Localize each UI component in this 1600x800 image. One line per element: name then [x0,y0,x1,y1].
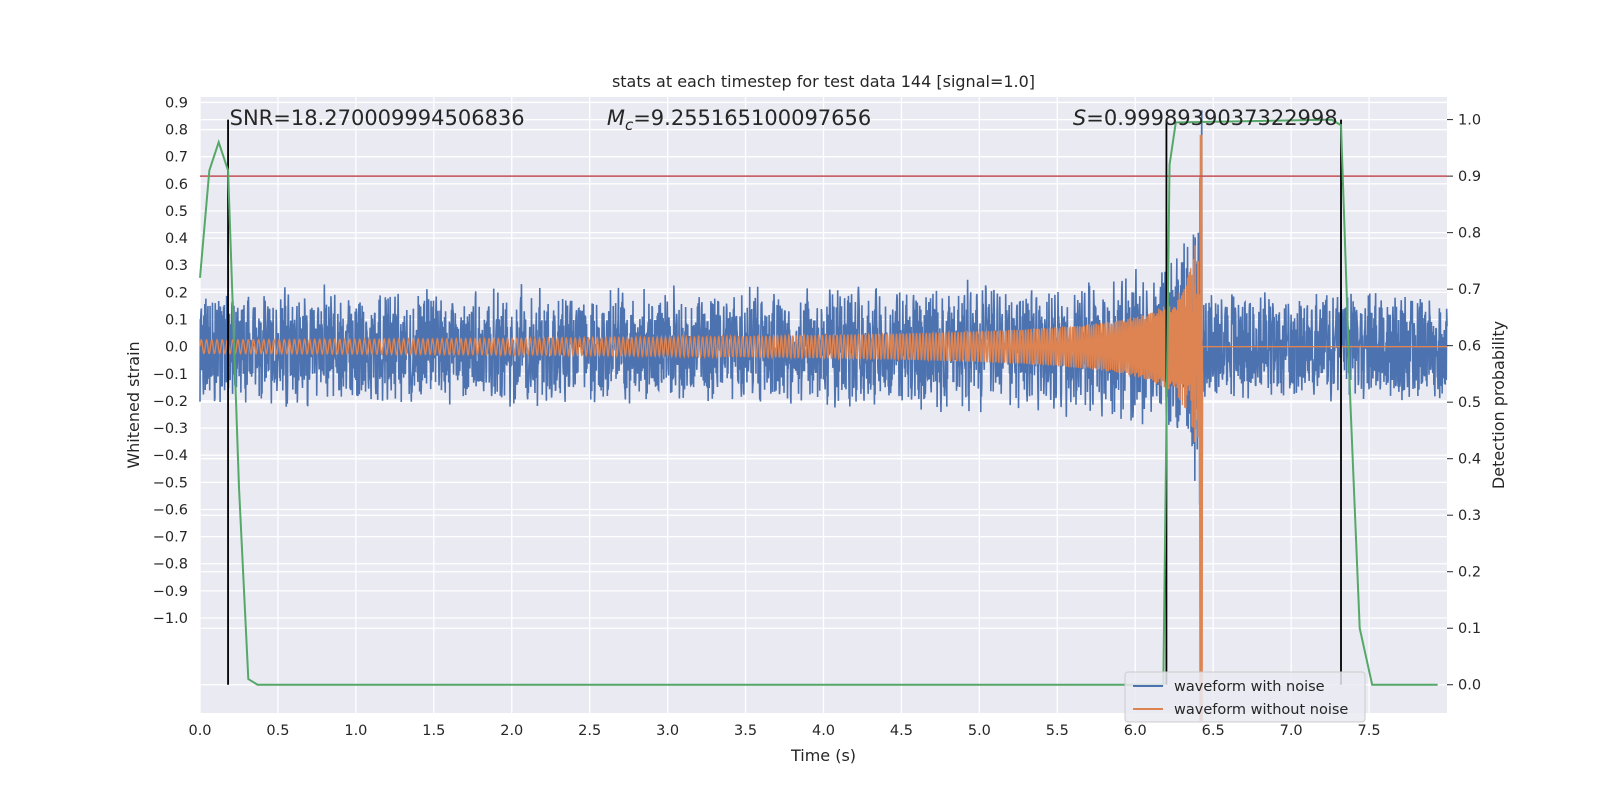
y-tick-label: −1.0 [153,611,188,627]
x-tick-label: 2.0 [500,723,523,739]
x-tick-label: 7.5 [1358,723,1381,739]
x-tick-label: 5.5 [1046,723,1069,739]
y2-tick-label: 0.1 [1458,621,1481,637]
x-tick-label: 4.0 [812,723,835,739]
y2-tick-label: 0.6 [1458,339,1481,355]
y-axis-ticks: 0.9 0.8 0.7 0.6 0.5 0.4 0.3 0.2 0.1 0.0 −0.1 −0.2 −0… [153,95,188,627]
y-tick-label: −0.1 [153,367,188,383]
legend: waveform with noise waveform without noi… [1124,671,1366,723]
y-tick-label: −0.9 [153,584,188,600]
x-tick-label: 2.5 [578,723,601,739]
x-tick-label: 4.5 [890,723,913,739]
y2-tick-label: 0.7 [1458,282,1481,298]
y-tick-label: 0.8 [165,123,188,139]
statistic-annotation: S=0.9998939037322998 [1073,106,1338,130]
y-tick-label: −0.6 [153,502,188,518]
y2-tick-label: 0.9 [1458,169,1481,185]
legend-label-clean: waveform without noise [1174,702,1348,718]
series-detection-probability [199,118,1438,686]
x-tick-label: 1.0 [344,723,367,739]
mc-symbol: M [607,106,625,130]
series-waveform-without-noise [199,134,1447,722]
y-tick-label: −0.2 [153,394,188,410]
x-tick-label: 0.0 [188,723,211,739]
y-tick-label: −0.7 [153,530,188,546]
x-tick-label: 7.0 [1280,723,1303,739]
s-symbol: S [1073,106,1086,130]
x-tick-label: 6.5 [1202,723,1225,739]
y-tick-label: 0.2 [165,285,188,301]
x-tick-label: 5.0 [968,723,991,739]
x-tick-label: 1.5 [422,723,445,739]
y-tick-label: 0.5 [165,204,188,220]
s-value: =0.9998939037322998 [1086,106,1337,130]
x-tick-label: 3.0 [656,723,679,739]
y-axis-label: Whitened strain [124,341,143,468]
y-tick-label: 0.3 [165,258,188,274]
overlays [199,118,1447,686]
y-tick-label: 0.7 [165,150,188,166]
y2-axis-ticks: 1.0 0.9 0.8 0.7 0.6 0.5 0.4 0.3 0.2 0.1 0.0 [1447,113,1481,694]
y2-tick-label: 0.8 [1458,226,1481,242]
y-tick-label: −0.3 [153,421,188,437]
y-tick-label: 0.4 [165,231,188,247]
x-axis-label: Time (s) [790,746,856,765]
x-tick-label: 3.5 [734,723,757,739]
y-tick-label: 0.9 [165,95,188,111]
y-tick-label: −0.8 [153,557,188,573]
y-tick-label: −0.4 [153,448,188,464]
mc-value: =9.255165100097656 [633,106,871,130]
legend-label-noise: waveform with noise [1174,679,1325,695]
y2-tick-label: 0.5 [1458,395,1481,411]
y2-axis-label: Detection probability [1489,321,1508,489]
snr-annotation: SNR=18.270009994506836 [230,106,525,130]
y-tick-label: 0.6 [165,177,188,193]
x-tick-label: 0.5 [266,723,289,739]
y2-tick-label: 0.0 [1458,678,1481,694]
chart-title: stats at each timestep for test data 144… [612,72,1035,91]
chirp-mass-annotation: Mc=9.255165100097656 [607,106,871,134]
y-tick-label: 0.1 [165,313,188,329]
y2-tick-label: 0.2 [1458,565,1481,581]
y-tick-label: −0.5 [153,475,188,491]
x-tick-label: 6.0 [1124,723,1147,739]
mc-subscript: c [625,116,634,134]
y2-tick-label: 0.3 [1458,508,1481,524]
legend-box [1124,671,1366,723]
traces [199,110,1448,722]
grid [199,97,1447,713]
y2-tick-label: 1.0 [1458,113,1481,129]
y-tick-label: 0.0 [165,340,188,356]
y2-tick-label: 0.4 [1458,452,1481,468]
x-axis-ticks: 0.0 0.5 1.0 1.5 2.0 2.5 3.0 3.5 4.0 4.5 5.0 5.5 6.0 6… [188,723,1380,739]
